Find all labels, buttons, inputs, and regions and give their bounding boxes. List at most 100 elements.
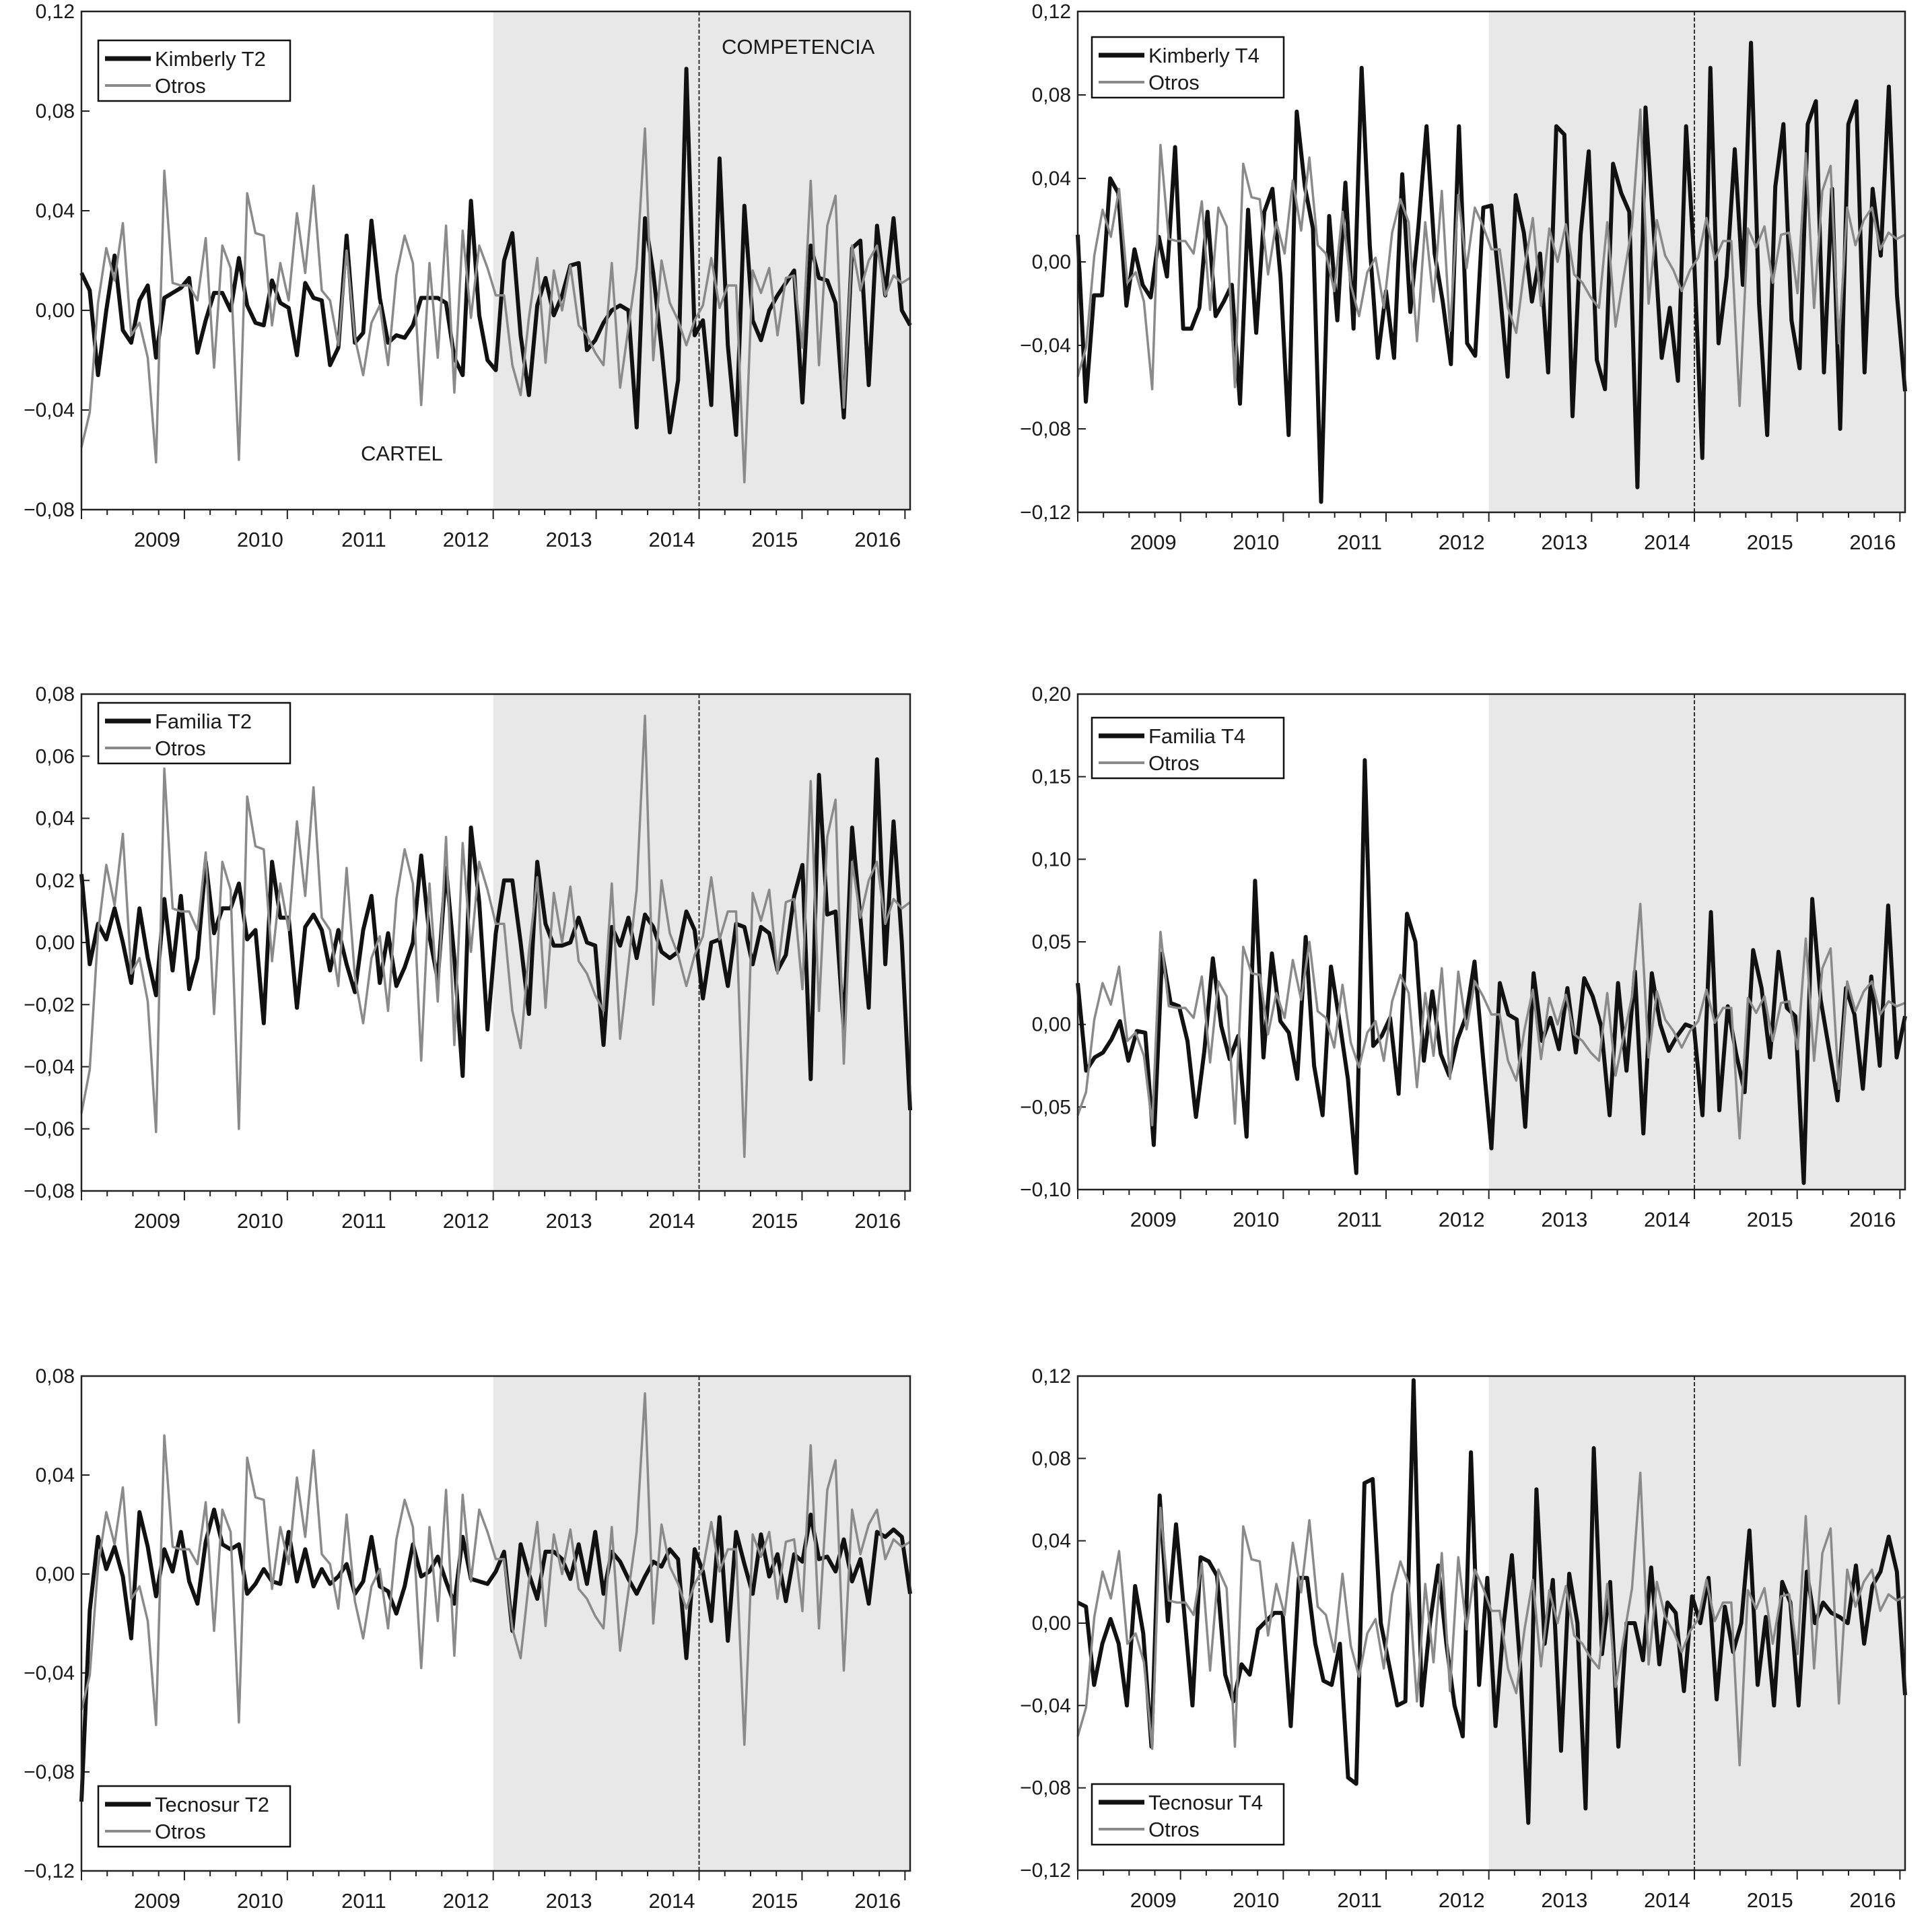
x-tick-label: 2016 (1849, 1888, 1896, 1912)
y-tick-label: 0,05 (1032, 931, 1071, 953)
legend: Kimberly T2 Otros (97, 39, 291, 102)
y-tick-label: −0,04 (1020, 1695, 1071, 1717)
y-tick-label: −0,02 (24, 994, 75, 1016)
x-tick-label: 2012 (443, 1889, 489, 1913)
x-tick-label: 2013 (546, 1209, 592, 1233)
legend-label: Otros (155, 1820, 206, 1843)
y-tick-label: 0,15 (1032, 766, 1071, 788)
y-tick-label: 0,08 (36, 100, 75, 123)
y-tick-label: 0,04 (36, 200, 75, 222)
x-tick-label: 2012 (1439, 1888, 1485, 1912)
y-tick-label: −0,08 (1020, 418, 1071, 440)
x-tick-label: 2014 (649, 528, 695, 551)
x-tick-label: 2010 (1233, 531, 1279, 554)
x-tick-label: 2009 (1130, 531, 1177, 554)
x-tick-label: 2010 (237, 1209, 283, 1233)
x-tick-label: 2015 (1747, 1208, 1793, 1231)
series-line-otros (80, 714, 911, 1159)
y-tick-label: 0,20 (1032, 683, 1071, 706)
y-tick-label: 0,00 (36, 300, 75, 322)
x-tick-label: 2010 (1233, 1888, 1279, 1912)
series-line-otros (1076, 108, 1906, 407)
series-line-otros (1076, 1471, 1906, 1767)
shaded-region (493, 11, 910, 510)
y-tick-label: −0,04 (24, 1662, 75, 1684)
legend-label: Familia T4 (1148, 724, 1245, 748)
legend-box (1091, 36, 1285, 99)
legend-label: Tecnosur T2 (155, 1793, 269, 1816)
legend-box (1091, 1783, 1285, 1846)
x-tick-label: 2009 (134, 1889, 180, 1913)
legend-label: Otros (1148, 1818, 1200, 1841)
series-line-otros (1076, 902, 1906, 1140)
x-tick-label: 2011 (341, 528, 386, 551)
shaded-region (1488, 694, 1905, 1190)
chart-panel: 0,12 0,08 0,04 0,00 −0,04 −0,08 2009 2010 2011 20… (24, 1, 912, 551)
y-tick-label: −0,06 (24, 1118, 75, 1140)
x-tick-label: 2012 (443, 1209, 489, 1233)
legend: Tecnosur T2 Otros (97, 1785, 291, 1848)
shaded-region (493, 1376, 910, 1871)
chart-panel: 0,08 0,04 0,00 −0,04 −0,08 −0,12 2009 2010 2011 2… (24, 1365, 912, 1913)
x-tick-label: 2012 (1439, 531, 1485, 554)
x-tick-label: 2010 (237, 528, 283, 551)
y-tick-label: 0,04 (36, 808, 75, 830)
x-tick-label: 2015 (1747, 1888, 1793, 1912)
x-tick-label: 2009 (1130, 1208, 1177, 1231)
y-tick-label: −0,08 (24, 499, 75, 521)
y-tick-label: −0,12 (1020, 1859, 1071, 1882)
series-line-main (1076, 40, 1907, 504)
y-tick-label: 0,08 (36, 683, 75, 706)
legend: Familia T4 Otros (1091, 716, 1285, 780)
x-tick-label: 2016 (854, 528, 901, 551)
y-tick-label: 0,04 (1032, 1530, 1071, 1552)
series-line-otros (80, 1392, 911, 1746)
x-tick-label: 2009 (134, 528, 180, 551)
legend-label: Otros (1148, 751, 1200, 775)
legend: Kimberly T4 Otros (1091, 36, 1285, 99)
y-tick-label: 0,00 (36, 932, 75, 954)
y-tick-label: 0,00 (1032, 251, 1071, 273)
x-tick-label: 2015 (1747, 531, 1793, 554)
x-tick-label: 2014 (1644, 1888, 1690, 1912)
y-tick-label: 0,08 (1032, 84, 1071, 106)
y-tick-label: −0,04 (24, 1056, 75, 1079)
x-tick-label: 2009 (1130, 1888, 1177, 1912)
legend-box (97, 702, 291, 765)
chart-panel: 0,12 0,08 0,04 0,00 −0,04 −0,08 −0,12 2009 2010 2… (1020, 1, 1907, 554)
y-tick-label: 0,02 (36, 870, 75, 892)
series-line-main (1076, 758, 1907, 1186)
x-tick-label: 2015 (751, 528, 798, 551)
y-tick-label: −0,04 (1020, 335, 1071, 357)
legend-box (97, 39, 291, 102)
x-tick-label: 2012 (1439, 1208, 1485, 1231)
legend-label: Otros (155, 737, 206, 760)
y-tick-label: 0,12 (1032, 1, 1071, 23)
plot-frame (80, 10, 911, 511)
plot-frame (80, 1375, 911, 1872)
y-tick-label: 0,06 (36, 745, 75, 767)
x-tick-label: 2015 (751, 1889, 798, 1913)
legend-box (97, 1785, 291, 1848)
annotation-cartel: CARTEL (361, 442, 443, 465)
y-tick-label: −0,12 (1020, 502, 1071, 524)
x-tick-label: 2011 (1337, 531, 1382, 554)
y-tick-label: 0,00 (1032, 1612, 1071, 1635)
y-tick-label: −0,12 (24, 1860, 75, 1882)
y-tick-label: −0,08 (24, 1761, 75, 1783)
y-tick-label: −0,04 (24, 399, 75, 421)
x-tick-label: 2009 (134, 1209, 180, 1233)
plot-frame (1076, 1375, 1906, 1872)
y-tick-label: 0,08 (1032, 1447, 1071, 1470)
plot-frame (80, 693, 911, 1192)
legend-label: Familia T2 (155, 710, 252, 733)
series-line-main (1076, 1378, 1907, 1825)
x-tick-label: 2014 (649, 1889, 695, 1913)
x-tick-label: 2016 (1849, 1208, 1896, 1231)
x-tick-label: 2012 (443, 528, 489, 551)
legend-label: Kimberly T4 (1148, 44, 1260, 67)
legend-box (1091, 716, 1285, 780)
y-tick-label: −0,08 (1020, 1777, 1071, 1800)
x-tick-label: 2016 (1849, 531, 1896, 554)
